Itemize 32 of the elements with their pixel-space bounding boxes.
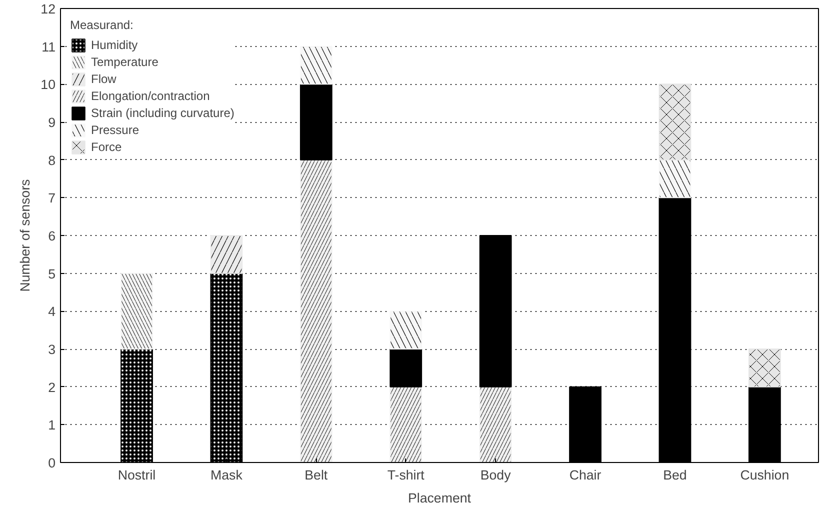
legend-label: Flow — [91, 71, 116, 87]
x-axis-title: Placement — [408, 490, 472, 506]
y-tick-label: 3 — [48, 342, 56, 357]
y-tick-label: 1 — [48, 418, 56, 433]
x-tick-label: Cushion — [740, 468, 790, 482]
y-tick-label: 5 — [48, 266, 56, 282]
x-tick-label: Nostril — [118, 468, 156, 482]
x-tick-label: Chair — [569, 468, 602, 482]
y-tick-label: 2 — [48, 380, 56, 395]
y-tick-label: 0 — [48, 456, 56, 470]
y-tick-label: 10 — [40, 77, 56, 92]
y-tick-label: 12 — [40, 2, 56, 16]
y-tick-label: 6 — [48, 228, 56, 244]
legend-label: Temperature — [91, 54, 158, 70]
y-tick-label: 7 — [48, 190, 56, 206]
legend-label: Force — [91, 139, 122, 155]
x-tick-label: Body — [480, 468, 512, 482]
x-tick-label: Bed — [663, 468, 687, 482]
x-tick-label: Belt — [304, 468, 328, 482]
legend-title: Measurand: — [70, 18, 134, 32]
y-tick-label: 11 — [42, 39, 56, 54]
bar — [479, 235, 512, 388]
legend-label: Humidity — [91, 37, 138, 53]
y-tick-label: 8 — [48, 152, 56, 168]
legend-label: Strain (including curvature) — [91, 105, 234, 121]
x-tick-label: Mask — [210, 468, 243, 482]
y-tick-label: 4 — [48, 304, 56, 320]
y-axis-title: Number of sensors — [18, 178, 33, 292]
x-tick-label: T-shirt — [387, 468, 425, 482]
legend-label: Elongation/contraction — [91, 88, 210, 104]
legend-label: Pressure — [91, 122, 140, 138]
y-tick-label: 9 — [48, 115, 56, 130]
